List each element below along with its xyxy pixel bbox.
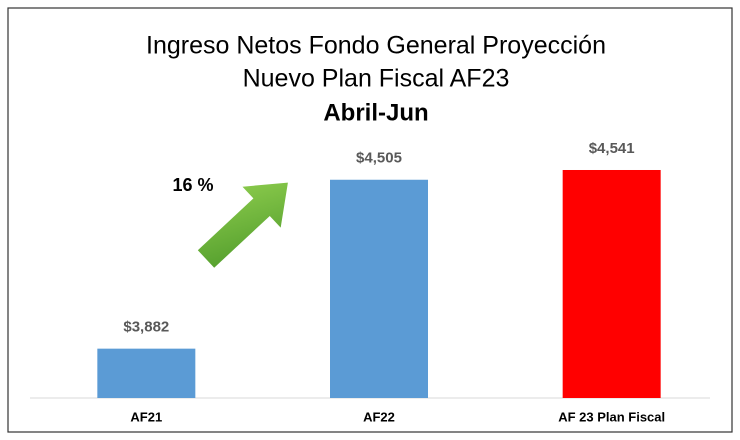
bar: [562, 169, 661, 398]
annotation: 16 %: [172, 175, 213, 195]
chart-subtitle: Abril-Jun: [323, 99, 428, 126]
value-label: $4,541: [589, 140, 635, 157]
x-tick-label: AF 23 Plan Fiscal: [558, 409, 665, 424]
x-tick-label: AF22: [363, 409, 395, 424]
value-label: $3,882: [123, 319, 169, 336]
value-label: $4,505: [356, 150, 402, 167]
growth-arrow: [197, 182, 288, 268]
chart-title: Ingreso Netos Fondo General Proyección: [146, 32, 606, 60]
x-tick-label: AF21: [130, 409, 162, 424]
bar: [97, 348, 196, 398]
chart-title: Nuevo Plan Fiscal AF23: [243, 65, 510, 93]
bar: [330, 179, 428, 398]
